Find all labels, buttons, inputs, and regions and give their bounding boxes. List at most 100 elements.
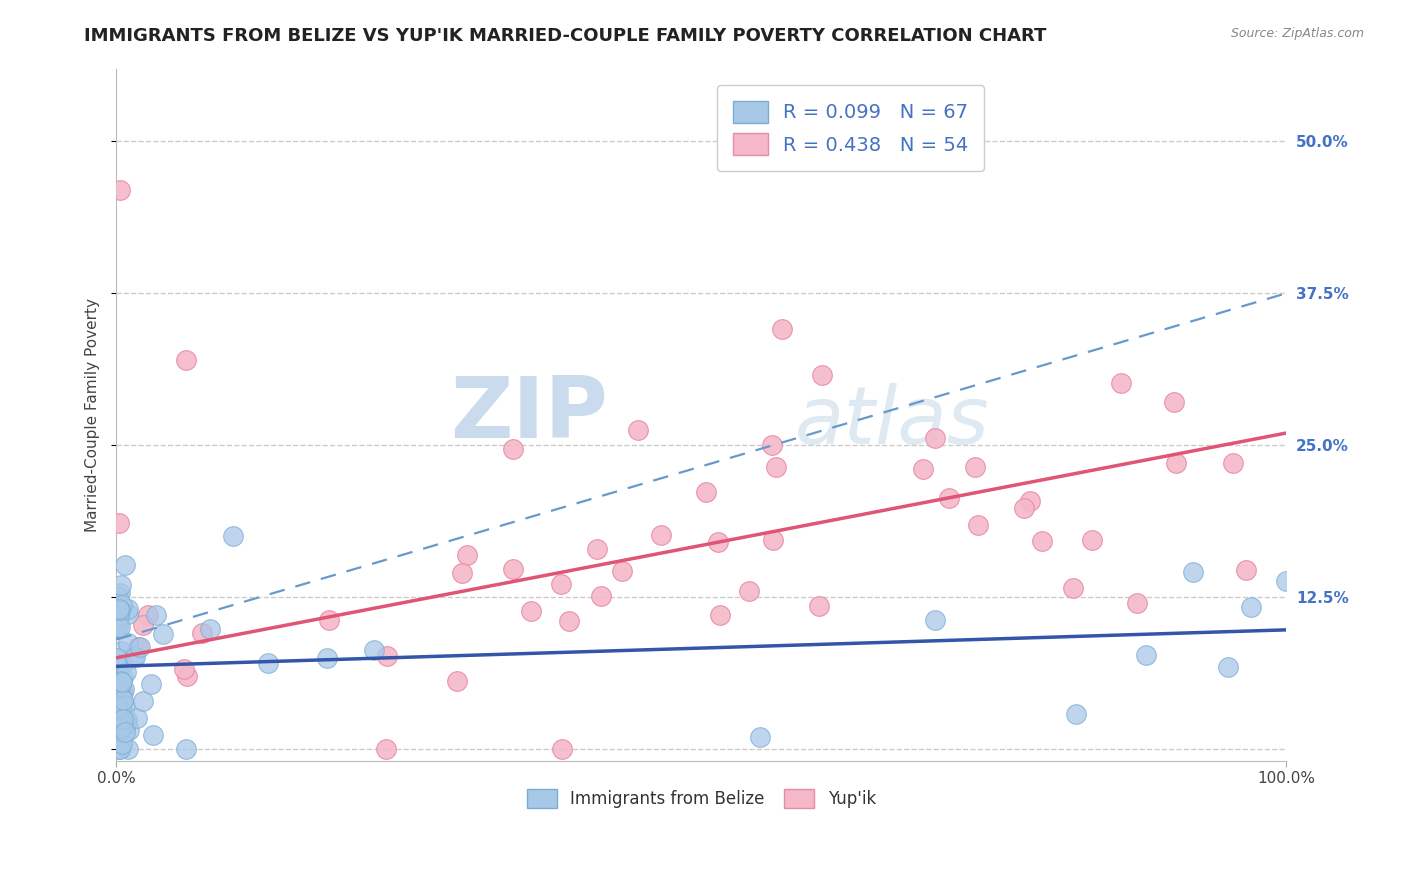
Point bbox=[110, 742, 132, 756]
Point bbox=[709, 608, 731, 623]
Point bbox=[110, 598, 132, 612]
Point bbox=[108, 742, 131, 756]
Point bbox=[117, 636, 139, 650]
Point bbox=[315, 651, 337, 665]
Point bbox=[967, 518, 990, 533]
Point bbox=[108, 620, 131, 634]
Point bbox=[105, 621, 128, 635]
Point bbox=[911, 462, 934, 476]
Point bbox=[1222, 456, 1244, 470]
Point bbox=[586, 542, 609, 557]
Point bbox=[110, 644, 132, 658]
Y-axis label: Married-Couple Family Poverty: Married-Couple Family Poverty bbox=[86, 298, 100, 532]
Point bbox=[110, 723, 132, 737]
Point bbox=[198, 622, 221, 636]
Point bbox=[132, 617, 155, 632]
Point bbox=[115, 715, 138, 730]
Point bbox=[107, 591, 129, 605]
Point bbox=[111, 675, 134, 690]
Point bbox=[112, 712, 135, 726]
Point bbox=[111, 685, 134, 699]
Point bbox=[110, 688, 132, 702]
Point bbox=[707, 534, 730, 549]
Point bbox=[107, 723, 129, 738]
Point bbox=[1031, 533, 1053, 548]
Point bbox=[176, 353, 198, 368]
Point bbox=[1240, 599, 1263, 614]
Point bbox=[1019, 494, 1042, 508]
Point bbox=[770, 322, 793, 336]
Point bbox=[1109, 376, 1132, 390]
Point bbox=[1135, 648, 1157, 662]
Point bbox=[808, 599, 831, 614]
Point bbox=[111, 697, 134, 711]
Point bbox=[1216, 660, 1239, 674]
Point bbox=[612, 564, 634, 578]
Point bbox=[114, 699, 136, 714]
Point bbox=[117, 607, 139, 621]
Point bbox=[222, 529, 245, 543]
Point bbox=[132, 694, 155, 708]
Point bbox=[110, 737, 132, 751]
Point bbox=[142, 728, 165, 742]
Point bbox=[111, 718, 134, 732]
Point bbox=[114, 717, 136, 731]
Point bbox=[1164, 456, 1187, 470]
Point bbox=[811, 368, 834, 383]
Point bbox=[145, 607, 167, 622]
Point bbox=[117, 602, 139, 616]
Point bbox=[152, 626, 174, 640]
Point bbox=[1126, 596, 1149, 610]
Point bbox=[105, 700, 128, 714]
Point bbox=[176, 669, 198, 683]
Point bbox=[107, 651, 129, 665]
Text: Source: ZipAtlas.com: Source: ZipAtlas.com bbox=[1230, 27, 1364, 40]
Point bbox=[1012, 501, 1035, 516]
Point bbox=[108, 602, 131, 616]
Point bbox=[924, 613, 946, 627]
Point bbox=[107, 608, 129, 623]
Point bbox=[627, 423, 650, 437]
Point bbox=[108, 713, 131, 727]
Point bbox=[108, 679, 131, 693]
Text: IMMIGRANTS FROM BELIZE VS YUP'IK MARRIED-COUPLE FAMILY POVERTY CORRELATION CHART: IMMIGRANTS FROM BELIZE VS YUP'IK MARRIED… bbox=[84, 27, 1046, 45]
Point bbox=[1062, 582, 1084, 596]
Point bbox=[114, 725, 136, 739]
Point bbox=[141, 676, 163, 690]
Point bbox=[765, 459, 787, 474]
Point bbox=[1064, 707, 1087, 722]
Point bbox=[173, 662, 195, 676]
Point bbox=[963, 460, 986, 475]
Point bbox=[924, 431, 946, 445]
Point bbox=[108, 516, 131, 530]
Point bbox=[650, 528, 672, 542]
Point bbox=[550, 576, 572, 591]
Point bbox=[363, 642, 385, 657]
Point bbox=[108, 603, 131, 617]
Point bbox=[738, 583, 761, 598]
Point bbox=[117, 742, 139, 756]
Point bbox=[748, 730, 770, 744]
Point bbox=[446, 674, 468, 689]
Point bbox=[117, 713, 139, 727]
Point bbox=[127, 640, 149, 654]
Point bbox=[107, 620, 129, 634]
Point bbox=[1081, 533, 1104, 547]
Point bbox=[138, 607, 160, 622]
Point bbox=[761, 437, 783, 451]
Point bbox=[762, 533, 785, 547]
Point bbox=[589, 589, 612, 603]
Point bbox=[1275, 574, 1298, 588]
Point bbox=[551, 742, 574, 756]
Point bbox=[502, 442, 524, 456]
Point bbox=[558, 614, 581, 628]
Point bbox=[110, 578, 132, 592]
Point bbox=[375, 648, 398, 663]
Point bbox=[111, 706, 134, 720]
Point bbox=[110, 674, 132, 689]
Point bbox=[128, 640, 150, 654]
Point bbox=[127, 711, 149, 725]
Point bbox=[176, 742, 198, 756]
Point bbox=[456, 548, 478, 562]
Point bbox=[110, 721, 132, 735]
